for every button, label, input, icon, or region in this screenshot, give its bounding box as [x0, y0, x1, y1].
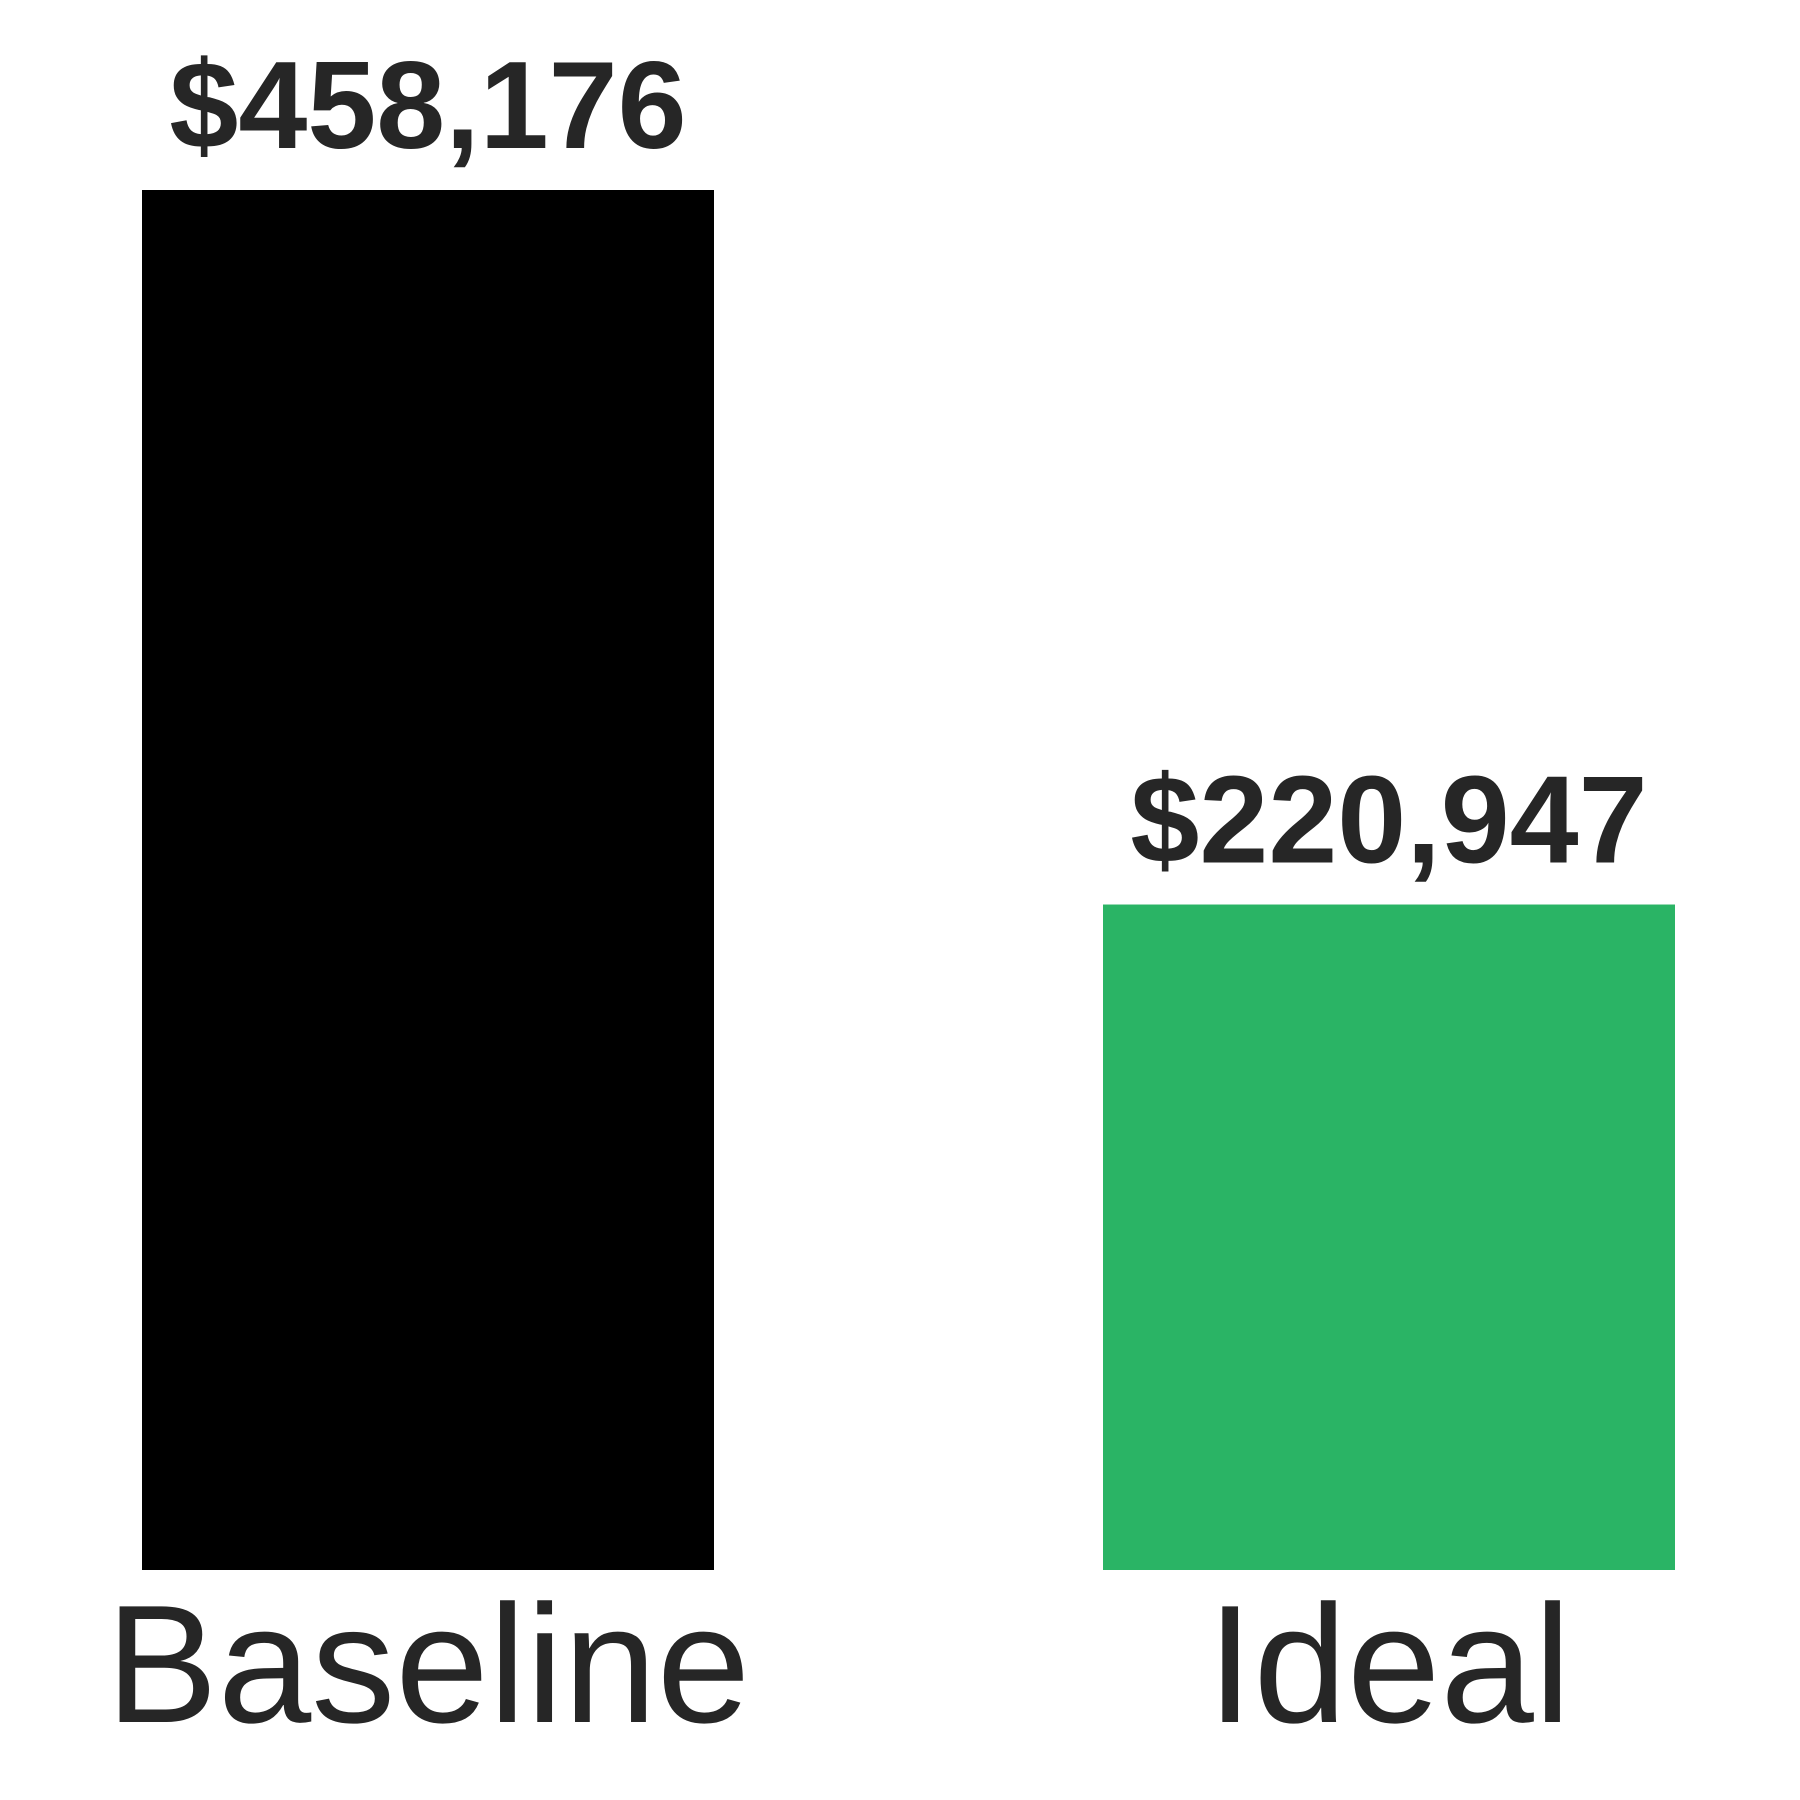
bar-ideal	[1103, 904, 1675, 1570]
bar-baseline	[142, 190, 714, 1570]
category-label-baseline: Baseline	[106, 1570, 750, 1758]
category-label-ideal: Ideal	[1207, 1570, 1571, 1758]
data-label-ideal: $220,947	[1130, 752, 1647, 890]
data-label-baseline: $458,176	[169, 37, 686, 175]
